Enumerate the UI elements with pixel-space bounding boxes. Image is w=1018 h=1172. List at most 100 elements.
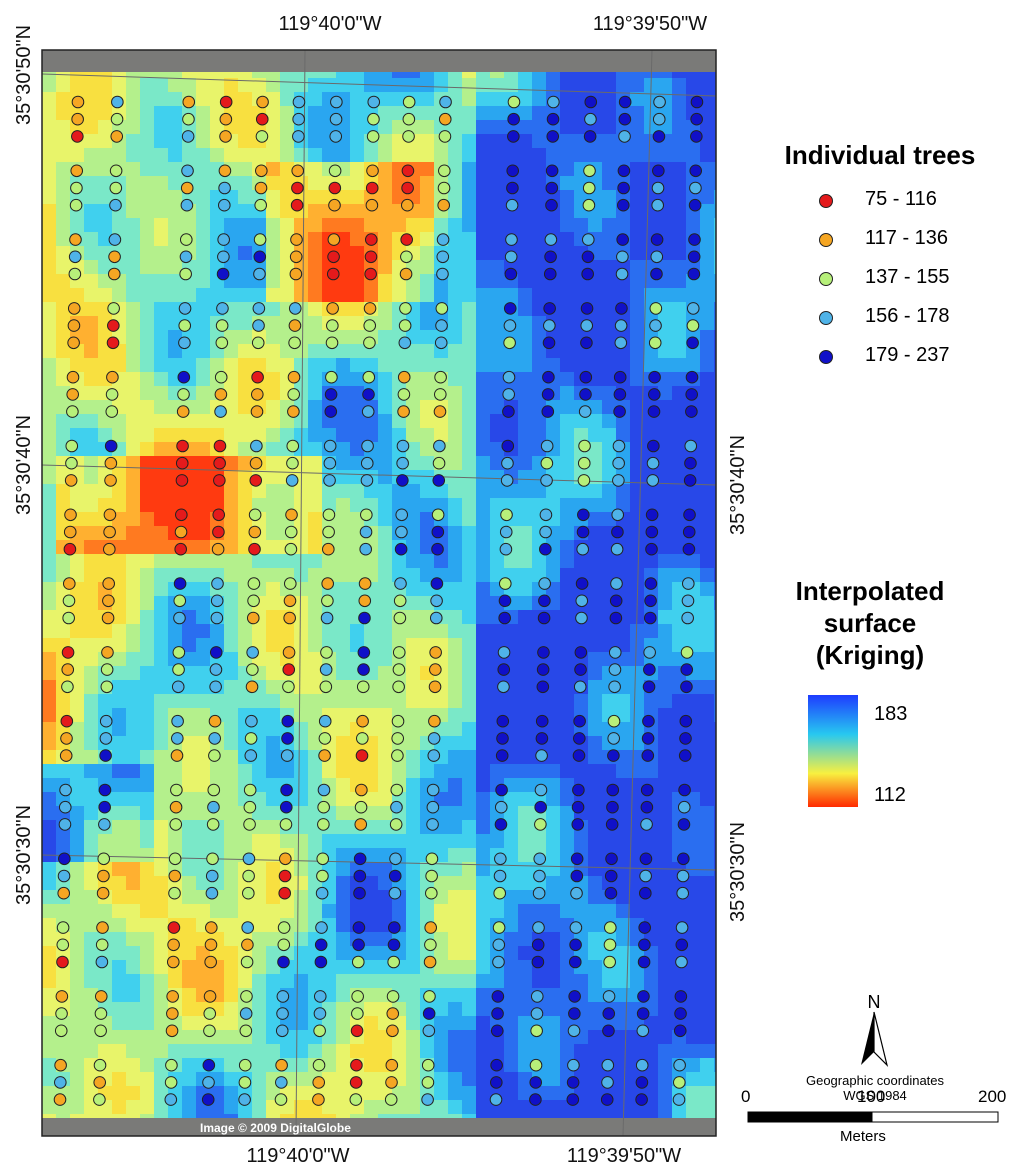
surface-cell — [350, 372, 365, 387]
tree-point — [245, 680, 259, 694]
surface-cell — [84, 260, 99, 275]
surface-cell — [196, 764, 211, 779]
surface-cell — [588, 638, 603, 653]
surface-cell — [238, 624, 253, 639]
tree-point — [645, 508, 659, 522]
tree-point — [110, 130, 124, 143]
surface-cell — [420, 400, 435, 415]
surface-cell — [700, 694, 715, 709]
surface-cell — [560, 358, 575, 373]
surface-cell — [574, 148, 589, 163]
tree-point — [503, 319, 517, 332]
surface-cell — [490, 246, 505, 261]
surface-cell — [532, 190, 547, 205]
surface-cell — [126, 176, 141, 191]
surface-cell — [518, 106, 533, 121]
surface-cell — [448, 1002, 463, 1017]
surface-cell — [42, 344, 57, 359]
tree-point — [353, 869, 367, 883]
surface-cell — [70, 764, 85, 779]
surface-cell — [420, 512, 435, 527]
surface-cell — [672, 484, 687, 499]
tree-point — [69, 198, 83, 212]
surface-cell — [560, 218, 575, 233]
tree-point — [610, 577, 623, 590]
surface-cell — [84, 862, 99, 877]
surface-cell — [476, 680, 491, 695]
surface-cell — [140, 652, 155, 667]
surface-cell — [448, 330, 463, 345]
surface-cell — [378, 708, 393, 723]
surface-cell — [84, 582, 99, 597]
surface-cell — [266, 876, 281, 891]
surface-cell — [336, 806, 351, 821]
surface-cell — [210, 974, 225, 989]
surface-cell — [98, 148, 113, 163]
surface-cell — [336, 78, 351, 93]
surface-cell — [686, 288, 701, 303]
surface-cell — [658, 442, 673, 457]
surface-cell — [210, 498, 225, 513]
surface-cell — [504, 918, 519, 933]
surface-cell — [224, 1086, 239, 1101]
surface-cell — [518, 554, 533, 569]
surface-cell — [308, 106, 323, 121]
tree-point — [530, 1007, 544, 1020]
surface-cell — [238, 1044, 253, 1059]
surface-cell — [672, 470, 687, 485]
surface-cell — [112, 904, 127, 919]
tree-point — [99, 732, 113, 745]
tree-point — [96, 886, 110, 900]
surface-cell — [588, 792, 603, 807]
tree-point — [684, 439, 698, 453]
tree-point — [100, 680, 114, 694]
surface-cell — [182, 358, 197, 373]
surface-cell — [266, 582, 281, 597]
surface-cell — [700, 512, 715, 527]
surface-cell — [112, 582, 127, 597]
tree-point — [292, 112, 305, 126]
surface-cell — [714, 1030, 716, 1045]
tree-point — [312, 1093, 325, 1106]
surface-cell — [588, 988, 603, 1003]
surface-cell — [518, 484, 533, 499]
tree-point — [283, 611, 296, 625]
legend-dot — [819, 272, 833, 286]
surface-cell — [546, 218, 561, 233]
surface-cell — [84, 554, 99, 569]
surface-cell — [336, 750, 351, 765]
surface-cell — [462, 778, 477, 793]
surface-cell — [168, 120, 183, 135]
surface-cell — [140, 1100, 155, 1115]
tree-point — [66, 405, 79, 418]
surface-cell — [420, 260, 435, 275]
tree-point — [106, 370, 119, 384]
surface-cell — [140, 176, 155, 191]
tree-point — [281, 714, 295, 728]
surface-cell — [714, 736, 716, 751]
tree-point — [673, 1024, 687, 1038]
surface-cell — [532, 288, 547, 303]
surface-cell — [182, 974, 197, 989]
surface-cell — [336, 1100, 351, 1115]
surface-cell — [336, 960, 351, 975]
surface-cell — [616, 792, 631, 807]
surface-cell — [476, 148, 491, 163]
surface-cell — [294, 1072, 309, 1087]
surface-cell — [266, 792, 281, 807]
surface-cell — [42, 1100, 57, 1115]
tree-point — [209, 663, 223, 676]
surface-cell — [182, 736, 197, 751]
surface-cell — [406, 456, 421, 471]
tree-point — [322, 542, 335, 556]
surface-cell — [686, 1100, 701, 1115]
surface-cell — [434, 484, 449, 499]
tree-point — [603, 955, 616, 969]
surface-cell — [182, 904, 197, 919]
surface-cell — [518, 680, 533, 695]
surface-cell — [154, 694, 169, 709]
surface-cell — [700, 610, 715, 625]
surface-cell — [336, 666, 351, 681]
surface-cell — [574, 624, 589, 639]
tree-point — [213, 474, 226, 487]
